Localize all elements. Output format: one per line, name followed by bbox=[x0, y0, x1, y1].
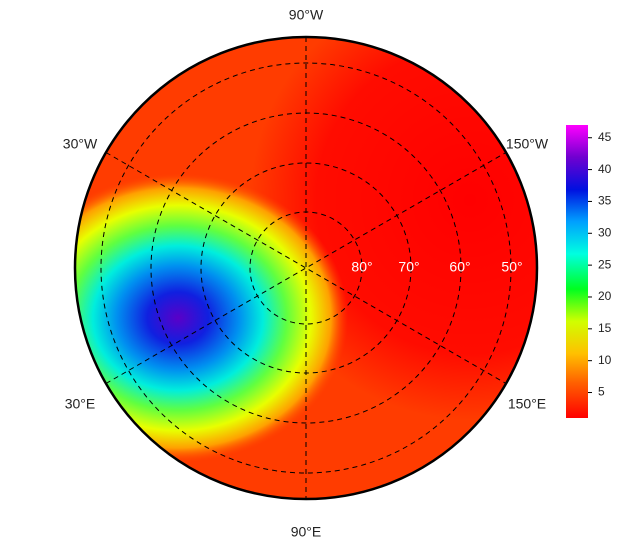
longitude-label: 30°E bbox=[65, 396, 96, 412]
longitude-label: 90°W bbox=[289, 7, 324, 23]
longitude-label: 150°W bbox=[506, 136, 549, 152]
latitude-label: 80° bbox=[351, 259, 372, 275]
map-border bbox=[73, 35, 539, 501]
longitude-label: 90°E bbox=[291, 524, 322, 540]
colorbar-tick-label: 45 bbox=[598, 130, 612, 144]
colorbar-tick-label: 25 bbox=[598, 257, 612, 271]
longitude-label: 150°E bbox=[508, 396, 546, 412]
colorbar-tick-label: 35 bbox=[598, 194, 612, 208]
latitude-label: 60° bbox=[449, 259, 470, 275]
colorbar-tick-label: 40 bbox=[598, 162, 612, 176]
colorbar bbox=[566, 125, 588, 418]
colorbar-tick-label: 5 bbox=[598, 385, 605, 399]
latitude-label: 70° bbox=[398, 259, 419, 275]
colorbar-tick-label: 15 bbox=[598, 321, 612, 335]
colorbar-tick-label: 20 bbox=[598, 289, 612, 303]
colorbar-tick-label: 10 bbox=[598, 353, 612, 367]
longitude-label: 30°W bbox=[63, 136, 98, 152]
field-blob bbox=[75, 120, 380, 499]
latitude-label: 50° bbox=[501, 259, 522, 275]
colorbar-tick-label: 30 bbox=[598, 225, 612, 239]
graticule bbox=[100, 37, 512, 499]
